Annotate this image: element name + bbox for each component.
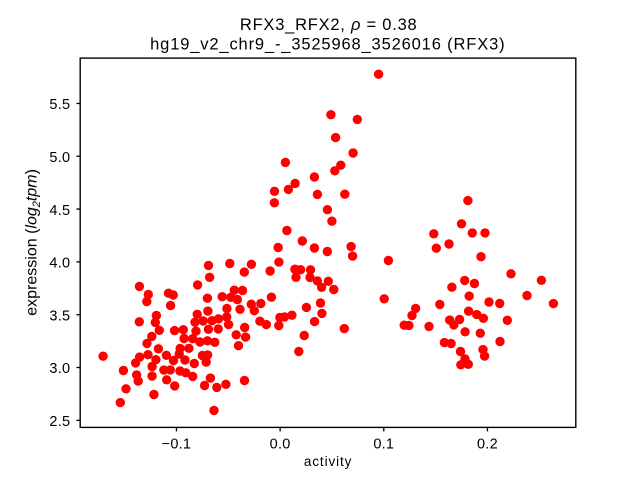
svg-text:0.1: 0.1 (373, 437, 394, 453)
svg-text:3.0: 3.0 (49, 361, 70, 377)
svg-text:3.5: 3.5 (49, 308, 70, 324)
svg-text:5.5: 5.5 (49, 97, 70, 113)
svg-text:4.5: 4.5 (49, 203, 70, 219)
svg-text:4.0: 4.0 (49, 256, 70, 272)
svg-text:hg19_v2_chr9_-_3525968_3526016: hg19_v2_chr9_-_3525968_3526016 (RFX3) (150, 36, 505, 54)
svg-text:0.2: 0.2 (477, 437, 498, 453)
svg-text:RFX3_RFX2, ρ = 0.38: RFX3_RFX2, ρ = 0.38 (240, 16, 418, 34)
svg-text:0.0: 0.0 (270, 437, 291, 453)
svg-text:activity: activity (304, 454, 352, 469)
svg-text:2.5: 2.5 (49, 414, 70, 430)
svg-text:expression (log2tpm): expression (log2tpm) (24, 169, 43, 316)
svg-text:−0.1: −0.1 (162, 437, 192, 453)
svg-text:5.0: 5.0 (49, 150, 70, 166)
